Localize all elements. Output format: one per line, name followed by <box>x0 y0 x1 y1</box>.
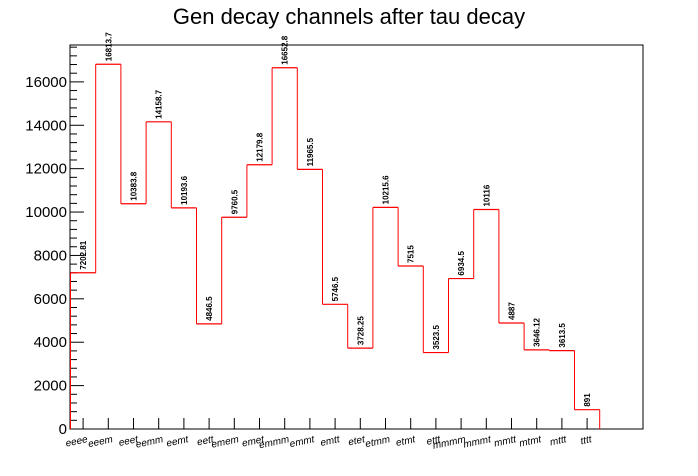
data-label: 6934.5 <box>457 251 466 276</box>
histogram-series <box>70 63 601 429</box>
data-label: 10383.8 <box>130 171 139 200</box>
plot-frame <box>69 44 644 430</box>
y-tick-label: 0 <box>59 421 67 438</box>
x-tick-label: eeem <box>87 434 114 450</box>
data-label: 3728.25 <box>356 316 365 345</box>
data-label: 14158.7 <box>155 89 164 118</box>
y-tick-label: 6000 <box>34 291 67 308</box>
x-tick-label: mtmt <box>518 434 543 450</box>
x-tick-label: etmm <box>364 434 391 450</box>
x-tick-label: etmt <box>395 434 418 449</box>
data-label: 9760.5 <box>230 189 239 214</box>
y-tick-label: 16000 <box>25 74 67 91</box>
x-tick-label: emem <box>210 434 239 451</box>
y-tick-label: 2000 <box>34 378 67 395</box>
x-tick-label: mttt <box>549 434 569 448</box>
data-label: 4846.5 <box>205 296 214 321</box>
x-tick-label: mmmt <box>462 434 493 451</box>
data-label: 891 <box>583 393 592 407</box>
x-tick-label: eeee <box>65 434 89 449</box>
data-label: 10116 <box>482 184 491 206</box>
chart-title: Gen decay channels after tau decay <box>173 4 525 29</box>
data-labels: 7202.81 16813.7 10383.8 14158.7 10193.6 4846.… <box>79 32 592 407</box>
x-tick-label: eett <box>196 434 216 448</box>
x-tick-label: emtt <box>319 434 342 449</box>
x-tick-label: eeet <box>118 434 141 449</box>
data-label: 10215.6 <box>382 175 391 204</box>
data-label: 11965.5 <box>306 137 315 166</box>
data-label: 3613.5 <box>558 323 567 348</box>
y-tick-label: 8000 <box>34 247 67 264</box>
x-tick-label: mmtt <box>493 434 518 450</box>
x-tick-label: tttt <box>580 434 594 447</box>
data-label: 10193.6 <box>180 175 189 204</box>
y-tick-label: 12000 <box>25 161 67 178</box>
x-tick-label: ettt <box>426 434 443 448</box>
x-tick-label: emmt <box>289 434 317 450</box>
data-label: 3646.12 <box>533 317 542 346</box>
y-tick-label: 10000 <box>25 204 67 221</box>
x-tick-label: eemm <box>135 434 164 451</box>
y-tick-label: 4000 <box>34 334 67 351</box>
data-label: 7515 <box>407 245 416 263</box>
data-label: 12179.8 <box>256 132 265 161</box>
x-tick-label: eemt <box>165 434 190 450</box>
data-label: 7202.81 <box>79 240 88 269</box>
y-tick-label: 14000 <box>25 117 67 134</box>
data-label: 16813.7 <box>104 32 113 61</box>
y-axis: 0 2000 4000 6000 8000 10000 12000 14000 16000 <box>25 46 84 438</box>
x-tick-label: etet <box>347 434 367 448</box>
x-tick-label: emet <box>241 434 266 450</box>
data-label: 3523.5 <box>432 325 441 350</box>
data-label: 16652.8 <box>281 35 290 64</box>
data-label: 5746.5 <box>331 276 340 301</box>
data-label: 4887 <box>508 302 517 320</box>
